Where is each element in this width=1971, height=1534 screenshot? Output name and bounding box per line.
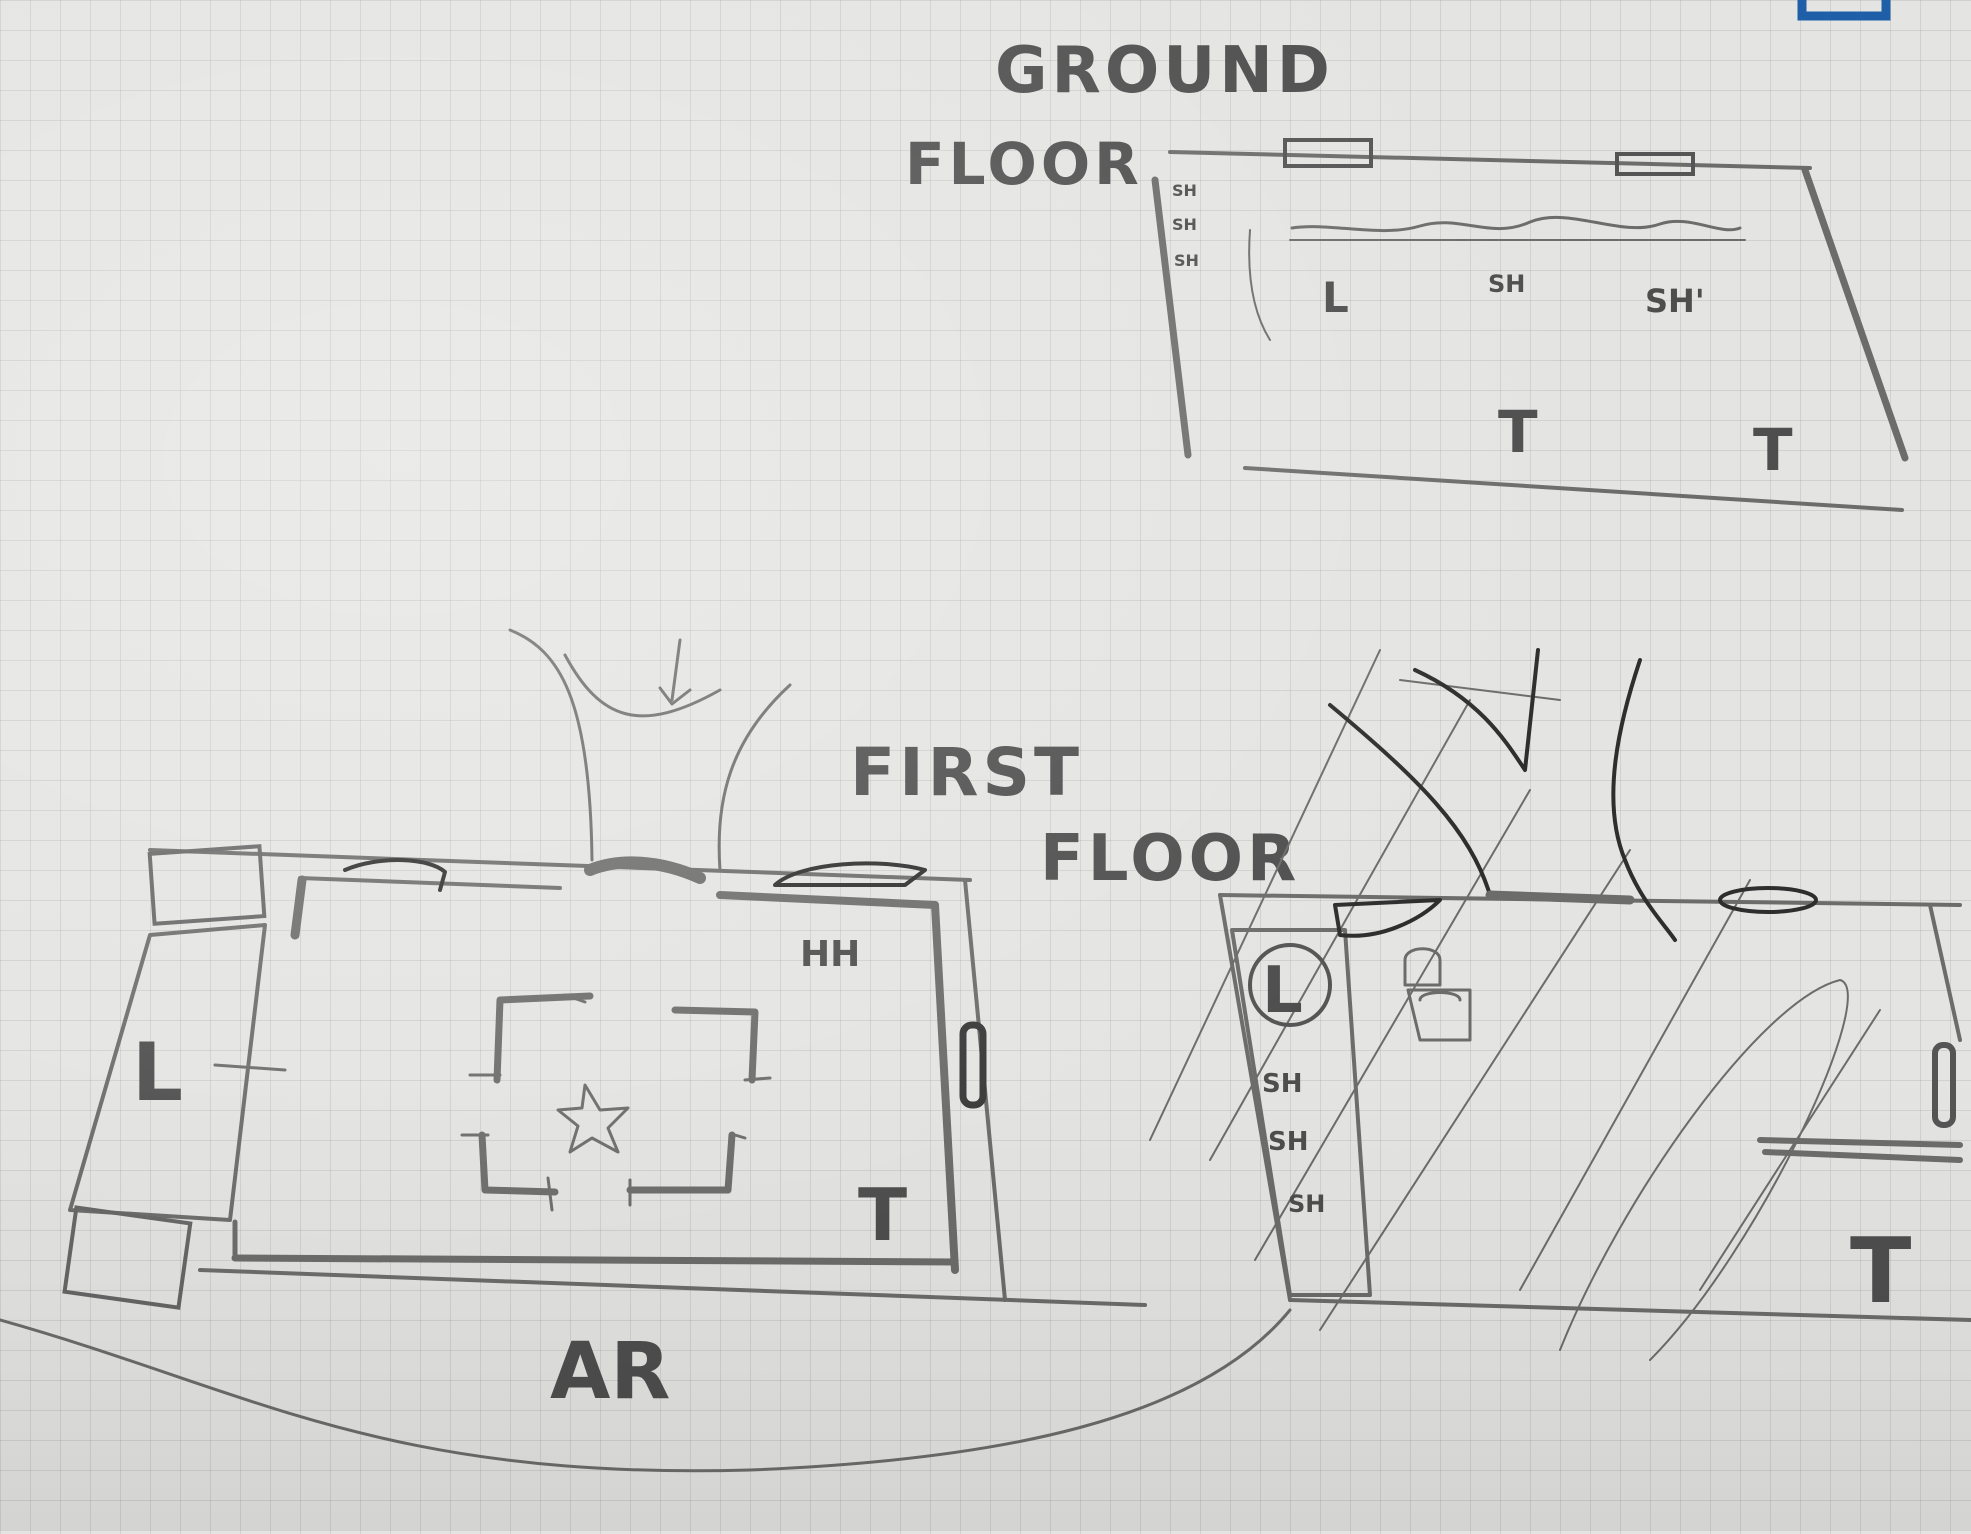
left-window-right — [959, 1021, 987, 1109]
ground-wall-right — [1801, 166, 1909, 462]
left-entrance-funnel-2 — [717, 683, 792, 872]
ground-shelf-scribble — [1290, 215, 1742, 233]
right-window-side — [1932, 1042, 1956, 1128]
ground-wall-left — [1151, 176, 1192, 459]
right-outer-wall-right — [1928, 903, 1962, 1042]
left-bottom-box — [62, 1205, 193, 1310]
left-outer-wall-bottom — [198, 1268, 1147, 1307]
left-curve-bottom — [0, 1308, 1292, 1473]
left-door-main — [584, 856, 706, 884]
ground-title-line2: FLOOR — [905, 130, 1143, 198]
ground-wall-bottom — [1243, 466, 1904, 512]
ground-label-sh-4: SH — [1488, 270, 1525, 298]
table-star-icon — [556, 1083, 630, 1154]
ground-label-t-1: T — [1498, 398, 1538, 466]
right-entrance-line-3 — [1611, 658, 1677, 942]
left-inner-wall-right — [931, 901, 959, 1274]
first-floor-right-plan: FIRST FLOOR L SH SH SH T — [850, 648, 1971, 1361]
right-entrance-line-1 — [1328, 703, 1492, 897]
left-outer-wall-top — [148, 848, 972, 882]
right-counter — [1757, 1137, 1963, 1163]
ground-arc — [1248, 229, 1271, 341]
left-entrance-funnel-3 — [563, 653, 722, 718]
first-floor-left-plan: HH L T AR — [0, 628, 1292, 1473]
left-label-ar: AR — [550, 1327, 670, 1417]
right-label-sh-3: SH — [1288, 1190, 1325, 1218]
ground-floor-plan: GROUND FLOOR SH SH SH L SH SH' T T — [905, 34, 1909, 512]
ground-title-line1: GROUND — [995, 34, 1334, 108]
right-lift-circle — [1248, 943, 1332, 1027]
right-label-sh-2: SH — [1268, 1127, 1309, 1157]
ground-label-sh-3: SH — [1174, 251, 1199, 270]
left-label-l: L — [132, 1026, 183, 1119]
right-side-strip — [1230, 928, 1372, 1297]
left-side-room — [68, 923, 267, 1222]
ground-label-sh-1: SH — [1172, 181, 1197, 200]
ground-label-sh-5: SH' — [1645, 282, 1705, 320]
left-corner-box — [147, 844, 267, 926]
central-table — [460, 992, 772, 1212]
right-label-t: T — [1850, 1219, 1911, 1324]
ground-window-1 — [1283, 138, 1373, 168]
left-inner-wall-bottom — [231, 1254, 959, 1266]
ground-label-t-2: T — [1753, 416, 1793, 484]
right-window-top — [1718, 886, 1818, 914]
ground-label-l: L — [1322, 273, 1349, 322]
blue-corner-mark — [1797, 0, 1891, 21]
left-inner-wall-top-b — [716, 891, 939, 909]
right-lock-icon — [1403, 947, 1472, 1042]
left-entrance-funnel-1 — [508, 628, 594, 862]
right-label-sh-1: SH — [1262, 1069, 1303, 1099]
right-entrance-line-2 — [1413, 648, 1540, 772]
left-window-2 — [773, 861, 927, 887]
first-title-line1: FIRST — [850, 734, 1083, 811]
ground-window-2 — [1615, 152, 1695, 176]
left-label-t: T — [858, 1173, 907, 1257]
right-door-left — [1333, 898, 1442, 938]
left-side-room-tick — [213, 1063, 287, 1072]
left-window-1 — [343, 858, 447, 892]
left-entrance-arrow — [658, 638, 692, 706]
right-outer-wall-bottom — [1288, 1298, 1971, 1322]
ground-wall-top — [1168, 150, 1812, 170]
left-inner-wall-top-a — [298, 876, 562, 890]
left-label-hh: HH — [800, 934, 860, 975]
first-title-line2: FLOOR — [1040, 822, 1300, 896]
ground-label-sh-2: SH — [1172, 215, 1197, 234]
left-inner-wall-left — [290, 875, 307, 940]
right-door-main — [1485, 890, 1635, 905]
right-label-l: L — [1262, 954, 1303, 1028]
